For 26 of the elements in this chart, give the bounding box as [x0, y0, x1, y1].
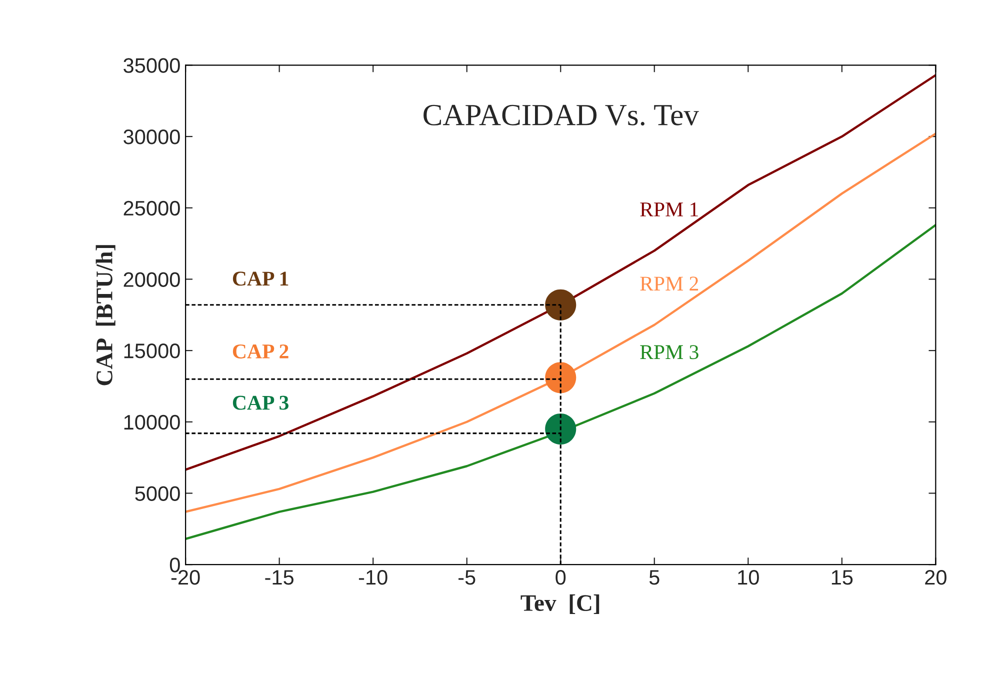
y-tick-label: 35000 — [124, 58, 180, 73]
y-axis-title: CAP [BTU/h] — [96, 245, 116, 386]
x-axis-title: Tev [C] — [520, 594, 600, 614]
text: CAP 2 — [232, 344, 288, 358]
y-tick-label: 30000 — [124, 130, 180, 144]
series-label: RPM 1 — [640, 202, 698, 216]
x-tick-label: -10 — [358, 570, 388, 585]
x-tick-label: 15 — [832, 570, 853, 585]
series-label: RPM 2 — [640, 276, 698, 290]
text: CAP 1 — [232, 272, 288, 286]
x-tick-label: -15 — [265, 570, 294, 585]
x-tick-label: 10 — [738, 570, 759, 585]
x-tick-label: -5 — [458, 570, 476, 585]
series-label: RPM 3 — [640, 345, 698, 360]
x-tick-label: 5 — [649, 570, 660, 585]
x-tick-label: 20 — [925, 570, 946, 585]
text: CAP 3 — [232, 396, 289, 410]
y-tick-label: 5000 — [135, 486, 180, 501]
y-tick-label: 25000 — [124, 200, 180, 216]
y-tick-label: 20000 — [124, 272, 180, 287]
x-tick-label: -20 — [171, 570, 200, 585]
y-tick-label: 0 — [170, 558, 180, 572]
y-tick-label: 10000 — [124, 414, 180, 430]
text: CAPACIDAD Vs. Tev — [424, 104, 699, 126]
y-tick-label: 15000 — [124, 344, 180, 358]
x-tick-label: 0 — [556, 570, 566, 585]
